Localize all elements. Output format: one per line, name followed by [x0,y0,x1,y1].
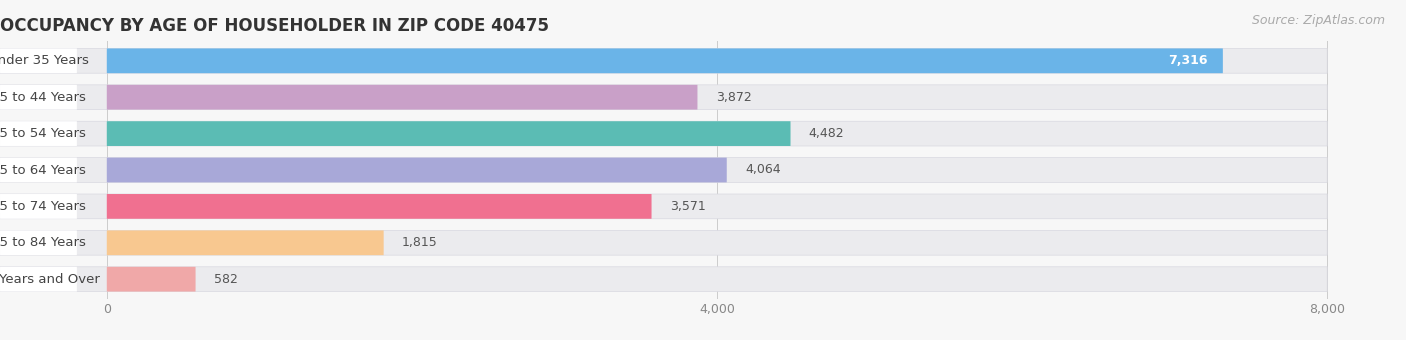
FancyBboxPatch shape [0,48,1327,73]
Text: 55 to 64 Years: 55 to 64 Years [0,164,86,176]
Text: 85 Years and Over: 85 Years and Over [0,273,100,286]
FancyBboxPatch shape [0,85,77,109]
Text: 3,872: 3,872 [716,91,752,104]
FancyBboxPatch shape [107,48,1223,73]
Text: 7,316: 7,316 [1168,54,1208,67]
FancyBboxPatch shape [0,48,77,73]
FancyBboxPatch shape [0,158,77,182]
FancyBboxPatch shape [0,267,77,292]
Text: 1,815: 1,815 [402,236,437,249]
FancyBboxPatch shape [0,158,1327,182]
FancyBboxPatch shape [107,121,790,146]
FancyBboxPatch shape [0,231,77,255]
FancyBboxPatch shape [107,158,727,182]
FancyBboxPatch shape [0,194,77,219]
FancyBboxPatch shape [0,267,1327,292]
Text: 65 to 74 Years: 65 to 74 Years [0,200,86,213]
Text: OCCUPANCY BY AGE OF HOUSEHOLDER IN ZIP CODE 40475: OCCUPANCY BY AGE OF HOUSEHOLDER IN ZIP C… [0,17,548,35]
FancyBboxPatch shape [0,231,1327,255]
FancyBboxPatch shape [107,267,195,292]
FancyBboxPatch shape [0,85,1327,109]
Text: Source: ZipAtlas.com: Source: ZipAtlas.com [1251,14,1385,27]
FancyBboxPatch shape [107,85,697,109]
Text: 35 to 44 Years: 35 to 44 Years [0,91,86,104]
FancyBboxPatch shape [107,231,384,255]
FancyBboxPatch shape [0,194,1327,219]
FancyBboxPatch shape [0,121,1327,146]
Text: 4,064: 4,064 [745,164,780,176]
FancyBboxPatch shape [0,121,77,146]
Text: 45 to 54 Years: 45 to 54 Years [0,127,86,140]
Text: 75 to 84 Years: 75 to 84 Years [0,236,86,249]
Text: 582: 582 [214,273,238,286]
Text: 3,571: 3,571 [669,200,706,213]
FancyBboxPatch shape [107,194,651,219]
Text: 4,482: 4,482 [808,127,845,140]
Text: Under 35 Years: Under 35 Years [0,54,89,67]
